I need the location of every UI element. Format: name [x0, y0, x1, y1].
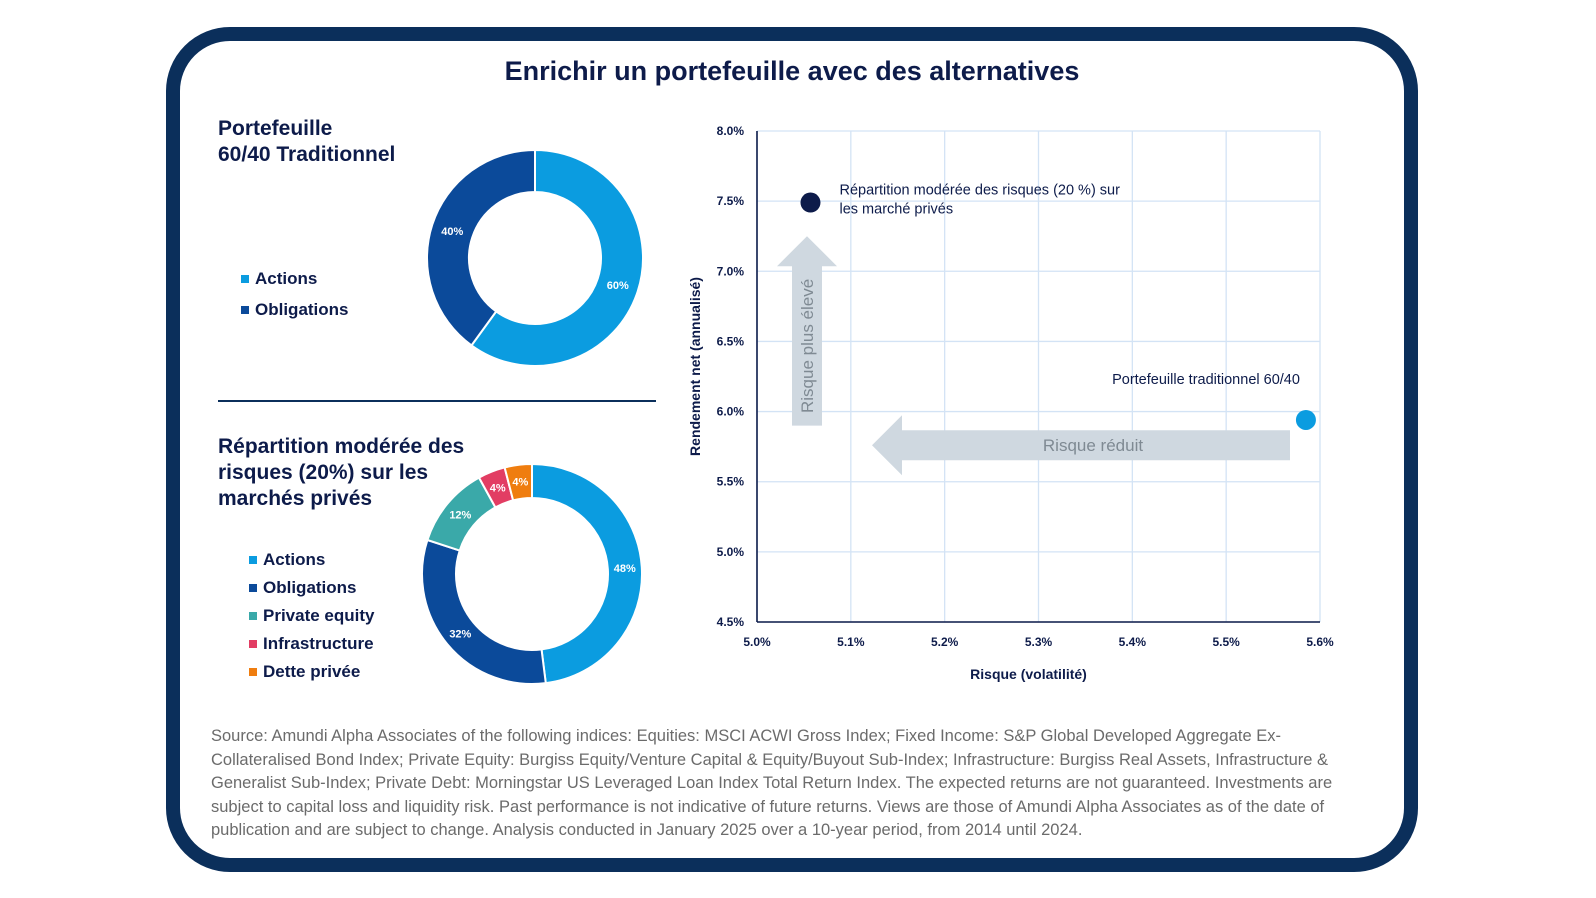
donut2-title-line2: risques (20%) sur les [218, 461, 429, 484]
y-tick-label: 8.0% [717, 124, 745, 138]
arrow-up-label: Risque plus élevé [798, 279, 817, 413]
donut2-legend: Actions Obligations Private equity Infra… [249, 546, 375, 686]
y-tick-label: 7.0% [717, 264, 745, 278]
y-tick-label: 4.5% [717, 615, 745, 629]
donut2-title: Répartition modérée des risques (20%) su… [218, 434, 464, 512]
legend-swatch [249, 668, 257, 676]
point-traditional [1295, 409, 1316, 430]
donut2-title-line1: Répartition modérée des [218, 435, 465, 458]
donut-slice-obligations [426, 148, 536, 347]
donut-slice-dette-privée [503, 462, 533, 502]
legend-item-private-equity: Private equity [249, 602, 375, 630]
donut-slice-actions [470, 148, 644, 367]
legend-swatch [249, 584, 257, 592]
legend-swatch [241, 306, 249, 314]
legend-item-actions: Actions [249, 546, 375, 574]
donut-data-label: 12% [449, 510, 471, 522]
legend-item-obligations: Obligations [249, 574, 375, 602]
donut-slice-obligations [421, 538, 547, 685]
donut1-title-line2: 60/40 Traditionnel [218, 143, 396, 166]
x-axis-label: Risque (volatilité) [970, 666, 1087, 682]
x-tick-label: 5.5% [1212, 635, 1240, 649]
donut-data-label: 4% [512, 477, 528, 489]
arrow-left-label: Risque réduit [1043, 436, 1143, 455]
legend-label: Obligations [255, 300, 349, 319]
x-tick-label: 5.2% [931, 635, 959, 649]
y-axis-label: Rendement net (annualisé) [687, 277, 703, 456]
x-tick-label: 5.6% [1306, 635, 1334, 649]
donut1-title-line1: Portefeuille [218, 117, 333, 140]
donut1-legend: Actions Obligations [241, 258, 349, 320]
legend-swatch [249, 640, 257, 648]
x-tick-label: 5.4% [1119, 635, 1147, 649]
donut-slice-actions [531, 462, 643, 685]
legend-label: Dette privée [263, 662, 361, 681]
donut-traditional-chart: 60% 40% [426, 148, 644, 367]
legend-swatch [249, 612, 257, 620]
arrow-up-higher-risk [777, 236, 837, 426]
legend-label: Private equity [263, 606, 375, 625]
legend-item-obligations: Obligations [241, 300, 349, 320]
x-tick-label: 5.3% [1025, 635, 1053, 649]
x-tick-label: 5.1% [837, 635, 865, 649]
legend-label: Obligations [263, 578, 357, 597]
y-tick-label: 6.0% [717, 405, 745, 419]
donut2-title-line3: marchés privés [218, 487, 373, 510]
legend-label: Actions [255, 269, 318, 288]
donut-data-label: 48% [614, 563, 636, 575]
source-note: Source: Amundi Alpha Associates of the f… [211, 727, 1333, 839]
point-label-traditional: Portefeuille traditionnel 60/40 [1112, 372, 1300, 388]
y-tick-label: 7.5% [717, 194, 745, 208]
legend-swatch [241, 275, 249, 283]
donut-data-label: 40% [441, 226, 463, 238]
legend-item-dette-privee: Dette privée [249, 658, 375, 686]
legend-item-infrastructure: Infrastructure [249, 630, 375, 658]
donut-data-label: 32% [449, 628, 471, 640]
point-label-line2: les marché privés [839, 202, 953, 218]
donut-data-label: 60% [607, 280, 629, 292]
legend-label: Actions [263, 550, 326, 569]
legend-item-actions: Actions [241, 258, 349, 300]
risk-return-chart: 5.0% 5.1% 5.2% 5.3% 5.4% 5.5% 5.6% 4.5% 5.0% 5.5%… [687, 124, 1334, 682]
legend-label: Infrastructure [263, 634, 374, 653]
y-tick-label: 5.0% [717, 545, 745, 559]
donut-data-label: 4% [490, 483, 506, 495]
page-title: Enrichir un portefeuille avec des altern… [504, 56, 1080, 86]
legend-swatch [249, 556, 257, 564]
section-divider [218, 400, 656, 402]
donut-private-chart: 48% 32% 12% 4% 4% [421, 462, 643, 685]
y-tick-label: 6.5% [717, 334, 745, 348]
y-tick-label: 5.5% [717, 475, 745, 489]
arrow-left-reduced-risk [872, 415, 1290, 476]
point-label-line1: Répartition modérée des risques (20 %) s… [839, 183, 1120, 199]
x-tick-label: 5.0% [743, 635, 771, 649]
donut1-title: Portefeuille 60/40 Traditionnel [218, 116, 395, 168]
point-private-markets [800, 192, 821, 213]
